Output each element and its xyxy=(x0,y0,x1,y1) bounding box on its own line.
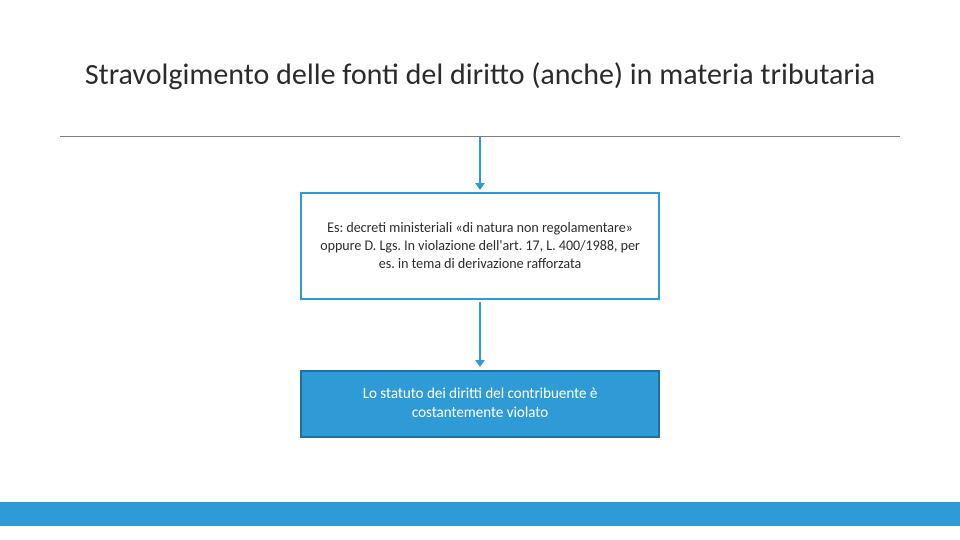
box-conclusion: Lo statuto dei diritti del contribuente … xyxy=(300,370,660,438)
footer-bar xyxy=(0,502,960,526)
slide-title: Stravolgimento delle fonti del diritto (… xyxy=(45,58,915,99)
title-container: Stravolgimento delle fonti del diritto (… xyxy=(0,58,960,99)
box-example: Es: decreti ministeriali «di natura non … xyxy=(300,192,660,300)
slide: Stravolgimento delle fonti del diritto (… xyxy=(0,0,960,540)
box-example-text: Es: decreti ministeriali «di natura non … xyxy=(320,219,640,274)
arrow-bottom xyxy=(479,302,481,366)
arrow-top xyxy=(479,137,481,189)
box-conclusion-text: Lo statuto dei diritti del contribuente … xyxy=(320,385,640,424)
